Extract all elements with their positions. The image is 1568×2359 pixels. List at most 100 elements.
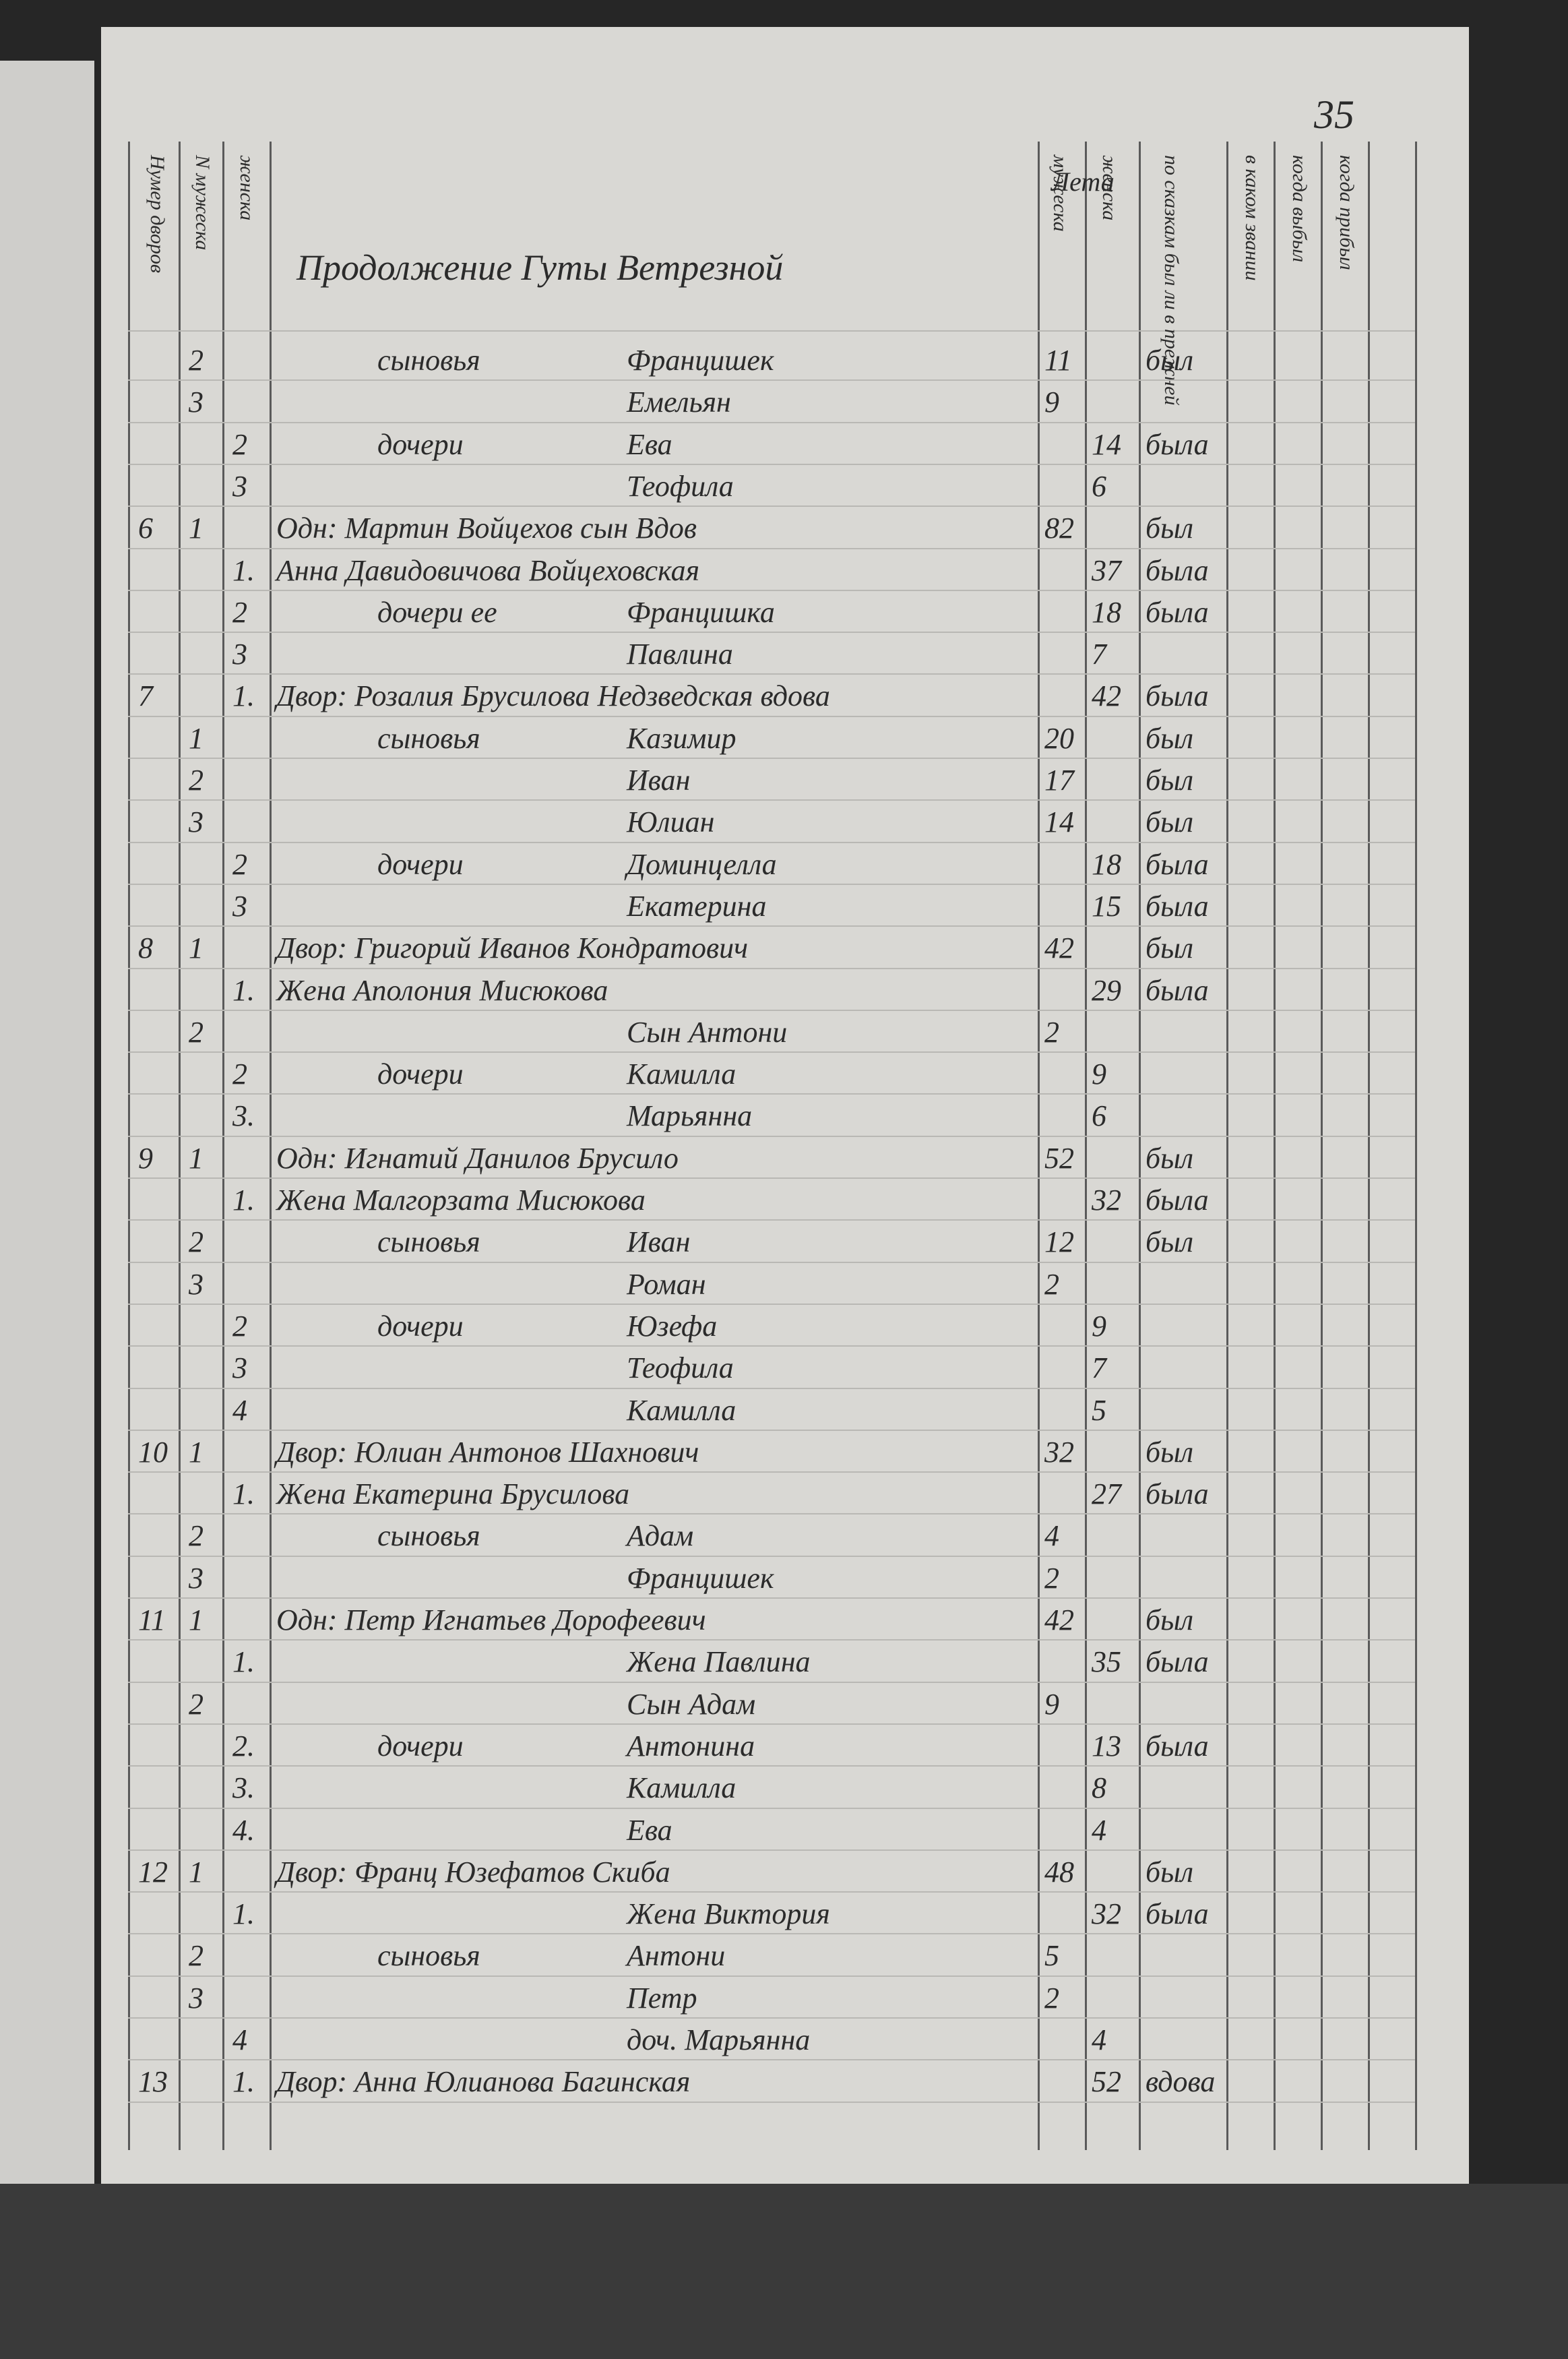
row-rule (128, 673, 1415, 675)
female-number: 2 (232, 1058, 247, 1091)
person-name: Сын Адам (627, 1687, 756, 1721)
female-age: 15 (1092, 889, 1121, 923)
female-number: 1. (232, 679, 255, 713)
female-number: 1. (232, 1645, 255, 1679)
female-number: 2 (232, 595, 247, 629)
person-name: доч. Марьянна (627, 2023, 811, 2056)
column-rule (1321, 142, 1323, 2150)
person-name: Сын Антони (627, 1015, 788, 1049)
column-header: в каком звании (1241, 155, 1263, 281)
female-number: 4 (232, 2023, 247, 2056)
column-header: женска (236, 155, 258, 221)
relation: дочери ее (377, 595, 497, 629)
previous-page-edge (0, 61, 94, 2190)
male-number: 1 (189, 512, 203, 545)
person-name: Юлиан (627, 805, 715, 839)
household-number: 10 (138, 1435, 168, 1469)
female-number: 1. (232, 2065, 255, 2099)
status: была (1146, 889, 1209, 923)
male-number: 1 (189, 1435, 203, 1469)
male-age: 9 (1044, 386, 1059, 419)
row-rule (128, 463, 1415, 465)
row-rule (128, 1261, 1415, 1263)
column-rule (1085, 142, 1087, 2150)
row-rule (128, 967, 1415, 969)
household-number: 13 (138, 2065, 168, 2099)
male-number: 2 (189, 764, 203, 797)
household-number: 7 (138, 679, 153, 713)
relation: сыновья (377, 721, 480, 755)
female-number: 3 (232, 1351, 247, 1385)
row-rule (128, 632, 1415, 634)
status: была (1146, 1645, 1209, 1679)
male-number: 2 (189, 1687, 203, 1721)
status: был (1146, 344, 1194, 377)
male-number: 1 (189, 721, 203, 755)
person-name: Петр (627, 1981, 697, 2015)
row-rule (128, 1009, 1415, 1011)
household-number: 12 (138, 1855, 168, 1889)
person-name: Жена Екатерина Брусилова (276, 1477, 630, 1511)
column-rule (1139, 142, 1141, 2150)
status: был (1146, 512, 1194, 545)
male-age: 32 (1044, 1435, 1074, 1469)
person-name: Марьянна (627, 1099, 753, 1133)
male-age: 5 (1044, 1939, 1059, 1973)
column-rule (1226, 142, 1228, 2150)
female-age: 18 (1092, 595, 1121, 629)
male-age: 2 (1044, 1981, 1059, 2015)
column-rule (1415, 142, 1417, 2150)
status: был (1146, 1603, 1194, 1636)
male-age: 42 (1044, 931, 1074, 965)
person-name: Жена Виктория (627, 1897, 830, 1931)
male-age: 2 (1044, 1561, 1059, 1595)
row-rule (128, 1765, 1415, 1767)
female-number: 3 (232, 889, 247, 923)
status: была (1146, 427, 1209, 461)
female-number: 2 (232, 427, 247, 461)
row-rule (128, 421, 1415, 423)
female-number: 1. (232, 1897, 255, 1931)
relation: дочери (377, 427, 464, 461)
male-age: 9 (1044, 1687, 1059, 1721)
row-rule (128, 506, 1415, 508)
row-rule (128, 379, 1415, 381)
male-age: 17 (1044, 764, 1074, 797)
male-number: 1 (189, 931, 203, 965)
person-name: Теофила (627, 1351, 734, 1385)
female-age: 29 (1092, 973, 1121, 1007)
row-rule (128, 1849, 1415, 1851)
relation: дочери (377, 1729, 464, 1763)
female-number: 3. (232, 1099, 255, 1133)
row-rule (128, 1723, 1415, 1725)
row-rule (128, 758, 1415, 759)
row-rule (128, 2059, 1415, 2061)
row-rule (128, 1639, 1415, 1641)
person-name: Двор: Розалия Брусилова Недзведская вдов… (276, 679, 830, 713)
female-number: 1. (232, 1184, 255, 1217)
row-rule (128, 883, 1415, 885)
male-age: 2 (1044, 1015, 1059, 1049)
person-name: Доминцелла (627, 847, 777, 881)
person-name: Иван (627, 1225, 691, 1259)
household-number: 9 (138, 1141, 153, 1175)
person-name: Двор: Франц Юзефатов Скиба (276, 1855, 670, 1889)
age-header: Лета (1051, 166, 1115, 197)
status: был (1146, 764, 1194, 797)
person-name: Францишек (627, 344, 774, 377)
male-age: 20 (1044, 721, 1074, 755)
male-number: 2 (189, 1015, 203, 1049)
female-age: 4 (1092, 2023, 1106, 2056)
person-name: Роман (627, 1267, 706, 1301)
male-number: 2 (189, 1225, 203, 1259)
male-age: 12 (1044, 1225, 1074, 1259)
household-number: 8 (138, 931, 153, 965)
column-rule (179, 142, 181, 2150)
person-name: Иван (627, 764, 691, 797)
person-name: Ева (627, 427, 672, 461)
person-name: Юзефа (627, 1309, 718, 1343)
row-rule (128, 1513, 1415, 1515)
row-rule (128, 1555, 1415, 1557)
register-sheet (101, 27, 1469, 2184)
